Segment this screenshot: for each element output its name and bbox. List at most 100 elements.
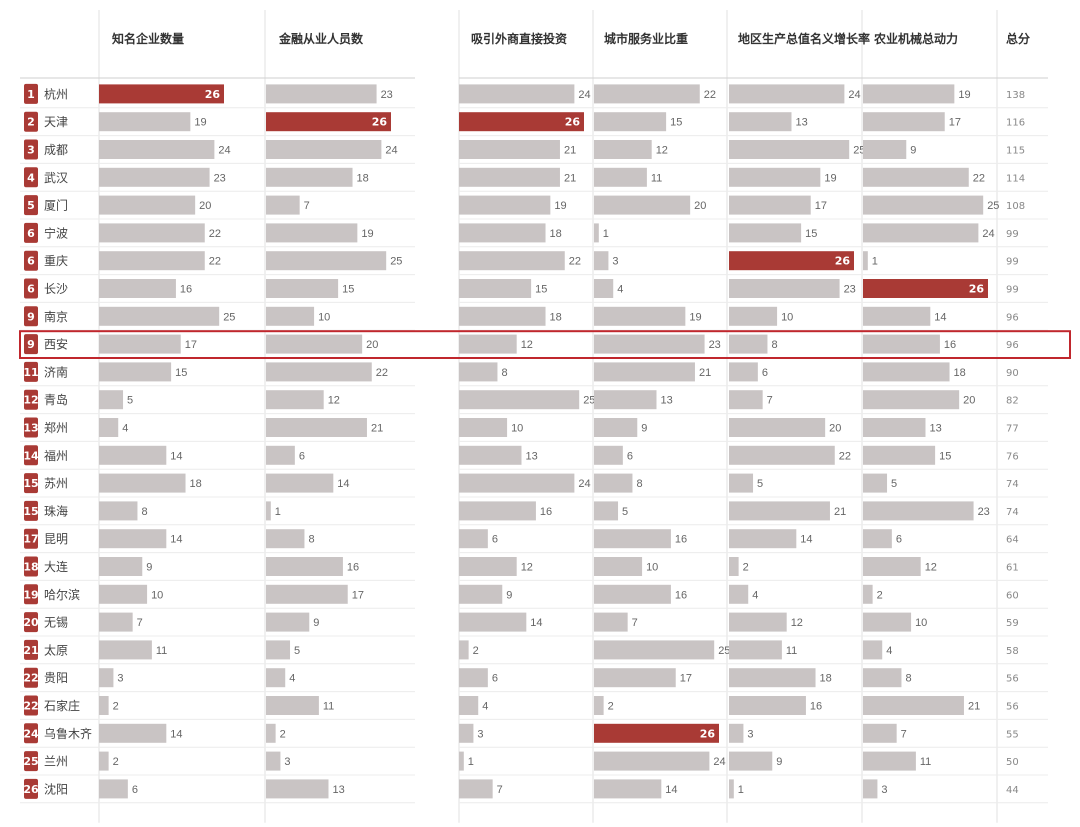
- total-score: 76: [1006, 451, 1019, 462]
- bar: [99, 501, 138, 521]
- data-label: 10: [781, 311, 793, 323]
- rank-badge: [24, 250, 38, 271]
- data-label: 5: [622, 506, 628, 518]
- data-label: 21: [564, 172, 576, 184]
- rank-number: 22: [23, 672, 38, 685]
- data-label: 21: [968, 701, 980, 713]
- bar: [594, 751, 710, 771]
- rank-number: 12: [23, 394, 38, 407]
- city-name: 长沙: [44, 282, 68, 296]
- data-label: 8: [308, 534, 314, 546]
- data-label: 25: [390, 256, 402, 268]
- data-label: 13: [661, 395, 673, 407]
- total-score: 99: [1006, 257, 1019, 268]
- bar: [99, 362, 172, 382]
- highlight-frame: [19, 330, 1071, 360]
- rank-number: 15: [23, 477, 38, 490]
- data-label: 23: [978, 506, 990, 518]
- data-label: 1: [468, 756, 474, 768]
- data-label: 18: [357, 172, 369, 184]
- data-label: 7: [632, 617, 638, 629]
- bar: [863, 779, 878, 799]
- data-label: 9: [506, 589, 512, 601]
- bar: [459, 501, 536, 521]
- bar: [729, 140, 850, 159]
- bar: [99, 418, 119, 437]
- data-label: 24: [848, 89, 860, 101]
- bar: [863, 557, 921, 576]
- bar: [594, 84, 700, 104]
- data-label: 3: [284, 756, 290, 768]
- bar: [266, 445, 295, 465]
- data-label: 9: [910, 145, 916, 157]
- data-label: 26: [205, 88, 221, 101]
- data-label: 7: [767, 395, 773, 407]
- data-label: 14: [665, 784, 677, 796]
- data-label: 2: [113, 701, 119, 713]
- data-label: 12: [328, 395, 340, 407]
- data-label: 10: [646, 562, 658, 574]
- data-label: 8: [501, 367, 507, 379]
- bar: [594, 473, 633, 493]
- rank-badge: [24, 528, 38, 549]
- bar: [729, 334, 768, 354]
- city-name: 珠海: [44, 503, 68, 518]
- bar: [594, 195, 691, 215]
- data-label: 26: [372, 116, 388, 129]
- bar: [863, 696, 964, 715]
- bar: [266, 418, 367, 437]
- data-label: 21: [371, 423, 383, 435]
- bar: [863, 279, 988, 298]
- total-score: 58: [1006, 646, 1019, 657]
- rank-badge: [24, 584, 38, 605]
- data-label: 2: [877, 589, 883, 601]
- data-label: 1: [275, 506, 281, 518]
- bar: [459, 112, 584, 132]
- data-label: 16: [180, 284, 192, 296]
- total-score: 99: [1006, 285, 1019, 296]
- data-label: 6: [492, 534, 498, 546]
- bar: [863, 390, 960, 410]
- data-label: 15: [535, 284, 547, 296]
- data-label: 11: [156, 645, 167, 657]
- city-name: 济南: [44, 364, 68, 379]
- bar: [459, 167, 560, 187]
- data-label: 7: [901, 728, 907, 740]
- total-score: 114: [1006, 173, 1025, 184]
- bar: [99, 612, 133, 632]
- data-label: 20: [829, 423, 841, 435]
- bar: [266, 112, 391, 132]
- bar: [594, 223, 599, 243]
- city-name: 重庆: [44, 254, 68, 268]
- bar: [99, 112, 191, 132]
- data-label: 14: [800, 534, 812, 546]
- bar: [729, 723, 744, 743]
- data-label: 6: [492, 673, 498, 685]
- data-label: 22: [376, 367, 388, 379]
- rank-number: 22: [23, 700, 38, 713]
- rank-number: 11: [23, 366, 38, 379]
- city-name: 太原: [44, 642, 68, 657]
- bar: [99, 529, 167, 549]
- bar: [99, 696, 109, 715]
- bar: [863, 223, 979, 243]
- bar: [594, 140, 652, 159]
- bar: [459, 557, 517, 576]
- data-label: 24: [218, 145, 230, 157]
- total-score: 60: [1006, 590, 1019, 601]
- bar: [266, 251, 387, 271]
- bar: [594, 362, 695, 382]
- bar: [266, 640, 291, 660]
- bar: [863, 334, 940, 354]
- data-label: 25: [583, 395, 595, 407]
- bar: [594, 557, 643, 576]
- bar: [99, 167, 210, 187]
- bar: [729, 167, 821, 187]
- rank-badge: [24, 473, 38, 494]
- city-name: 天津: [44, 115, 68, 129]
- bar: [863, 167, 969, 187]
- bar: [863, 195, 984, 215]
- rank-badge: [24, 334, 38, 355]
- bar: [459, 584, 503, 604]
- bar: [459, 529, 488, 549]
